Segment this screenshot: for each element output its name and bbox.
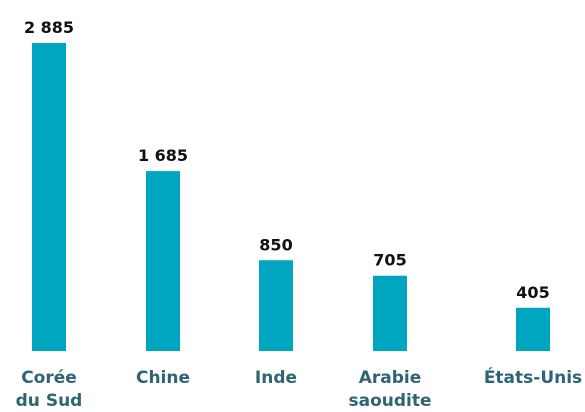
category-label-group-3: Arabie saoudite <box>348 368 431 411</box>
category-label-0-0: Corée <box>21 368 77 388</box>
bar-value-label-3: 705 <box>373 251 406 270</box>
bar-4 <box>516 307 550 351</box>
category-label-0-1: du Sud <box>16 391 83 411</box>
category-label-group-1: Chine <box>136 368 190 388</box>
category-labels-layer: Corée du Sud Chine Inde Arabie saoudite États-… <box>16 366 583 411</box>
bar-2 <box>259 260 293 351</box>
category-label-4-0: États-Unis <box>484 366 582 388</box>
category-label-group-0: Corée du Sud <box>16 368 83 411</box>
category-label-1-0: Chine <box>136 368 190 388</box>
category-label-3-0: Arabie <box>359 368 422 388</box>
bar-value-label-2: 850 <box>259 235 292 254</box>
bar-1 <box>146 171 180 351</box>
value-labels-layer: 2 885 1 685 850 705 405 <box>24 18 550 302</box>
bar-value-label-0: 2 885 <box>24 18 74 37</box>
category-label-group-4: États-Unis <box>484 366 582 388</box>
bar-value-label-1: 1 685 <box>138 146 188 165</box>
bar-3 <box>373 275 407 351</box>
category-label-2-0: Inde <box>255 368 297 388</box>
bars-layer <box>32 43 550 351</box>
bar-value-label-4: 405 <box>516 283 549 302</box>
category-label-group-2: Inde <box>255 368 297 388</box>
bar-0 <box>32 43 66 351</box>
category-label-3-1: saoudite <box>348 391 431 411</box>
